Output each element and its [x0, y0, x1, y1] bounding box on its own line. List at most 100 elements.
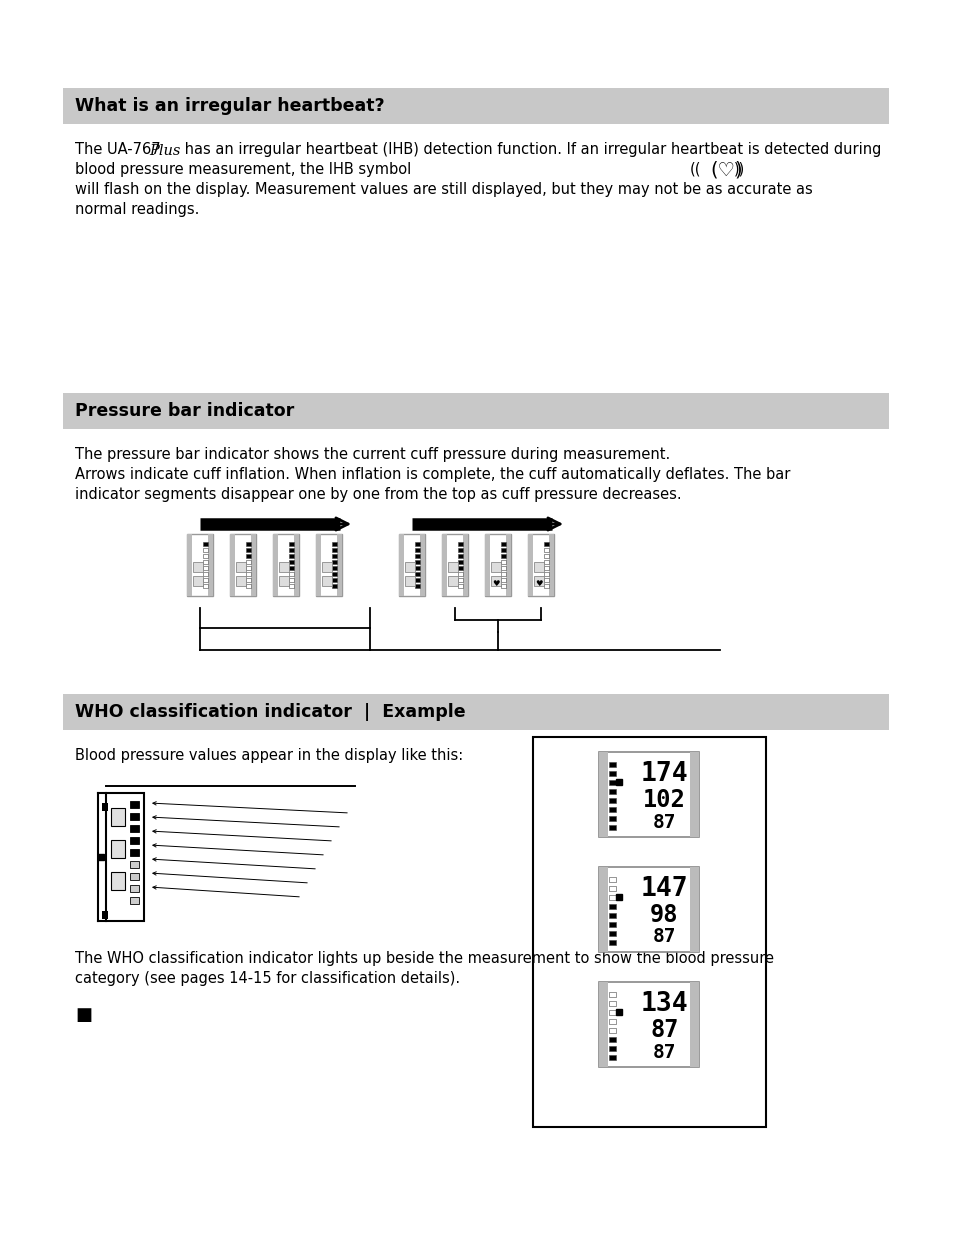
- Text: 87: 87: [652, 1042, 676, 1062]
- Bar: [543, 559, 548, 564]
- Bar: [203, 572, 208, 576]
- Bar: [63, 694, 888, 730]
- Bar: [130, 837, 139, 844]
- Text: ((: ((: [689, 162, 700, 177]
- Bar: [500, 572, 505, 576]
- Bar: [203, 559, 208, 564]
- Bar: [598, 867, 608, 952]
- Text: blood pressure measurement, the IHB symbol: blood pressure measurement, the IHB symb…: [75, 162, 411, 177]
- Text: 134: 134: [640, 990, 688, 1016]
- Bar: [505, 534, 511, 597]
- Bar: [609, 885, 616, 890]
- Bar: [130, 813, 139, 820]
- Bar: [332, 555, 336, 558]
- Bar: [193, 576, 203, 585]
- Bar: [598, 982, 699, 1067]
- Bar: [130, 802, 139, 808]
- Bar: [203, 578, 208, 582]
- Text: The pressure bar indicator shows the current cuff pressure during measurement.: The pressure bar indicator shows the cur…: [75, 447, 670, 462]
- Bar: [332, 584, 336, 588]
- Bar: [609, 1002, 616, 1007]
- Text: 87: 87: [652, 813, 676, 831]
- Bar: [500, 584, 505, 588]
- Text: indicator segments disappear one by one from the top as cuff pressure decreases.: indicator segments disappear one by one …: [75, 487, 680, 501]
- Bar: [203, 548, 208, 552]
- Bar: [289, 542, 294, 546]
- Bar: [609, 816, 616, 821]
- Bar: [415, 555, 419, 558]
- Text: Pressure bar indicator: Pressure bar indicator: [75, 403, 294, 420]
- Text: will flash on the display. Measurement values are still displayed, but they may : will flash on the display. Measurement v…: [75, 182, 812, 198]
- Bar: [315, 534, 341, 597]
- Bar: [235, 562, 246, 572]
- Bar: [246, 572, 251, 576]
- Bar: [193, 562, 203, 572]
- Bar: [246, 566, 251, 571]
- Bar: [462, 534, 468, 597]
- Bar: [322, 576, 332, 585]
- Bar: [246, 555, 251, 558]
- Bar: [448, 562, 457, 572]
- Bar: [111, 808, 125, 826]
- Bar: [543, 566, 548, 571]
- Text: Blood pressure values appear in the display like this:: Blood pressure values appear in the disp…: [75, 748, 463, 763]
- Bar: [203, 584, 208, 588]
- Bar: [273, 534, 298, 597]
- Bar: [598, 752, 608, 837]
- Bar: [543, 548, 548, 552]
- Text: 174: 174: [640, 761, 688, 787]
- Bar: [609, 992, 616, 997]
- Bar: [332, 578, 336, 582]
- Bar: [332, 542, 336, 546]
- Bar: [203, 566, 208, 571]
- Bar: [609, 762, 616, 767]
- Bar: [609, 1028, 616, 1032]
- Bar: [534, 562, 543, 572]
- Bar: [609, 877, 616, 882]
- Bar: [230, 534, 234, 597]
- Text: category (see pages 14-15 for classification details).: category (see pages 14-15 for classifica…: [75, 971, 459, 986]
- Bar: [543, 584, 548, 588]
- Bar: [609, 895, 616, 900]
- Bar: [130, 825, 139, 832]
- Bar: [543, 578, 548, 582]
- Text: 102: 102: [642, 788, 685, 811]
- Bar: [130, 848, 139, 856]
- Bar: [598, 752, 699, 837]
- Bar: [457, 566, 462, 571]
- Bar: [533, 737, 765, 1128]
- Bar: [441, 534, 447, 597]
- Bar: [278, 562, 289, 572]
- Text: 98: 98: [650, 903, 678, 927]
- Bar: [322, 562, 332, 572]
- Text: ♥: ♥: [492, 579, 499, 589]
- Bar: [315, 534, 320, 597]
- Bar: [609, 789, 616, 794]
- Bar: [332, 572, 336, 576]
- Bar: [457, 555, 462, 558]
- Bar: [609, 931, 616, 936]
- Text: 87: 87: [650, 1018, 678, 1042]
- Bar: [289, 548, 294, 552]
- Bar: [289, 584, 294, 588]
- Text: Arrows indicate cuff inflation. When inflation is complete, the cuff automatical: Arrows indicate cuff inflation. When inf…: [75, 467, 789, 482]
- Bar: [336, 534, 341, 597]
- Text: WHO classification indicator  |  Example: WHO classification indicator | Example: [75, 703, 465, 721]
- Bar: [598, 982, 608, 1067]
- Bar: [527, 534, 554, 597]
- Text: ■: ■: [75, 1007, 91, 1024]
- Bar: [130, 873, 139, 881]
- Bar: [609, 913, 616, 918]
- Bar: [203, 542, 208, 546]
- Bar: [111, 840, 125, 858]
- Bar: [415, 548, 419, 552]
- Bar: [690, 982, 699, 1067]
- Bar: [63, 88, 888, 124]
- Bar: [415, 542, 419, 546]
- Bar: [235, 576, 246, 585]
- Bar: [457, 548, 462, 552]
- Bar: [419, 534, 424, 597]
- Bar: [500, 559, 505, 564]
- Bar: [609, 781, 616, 785]
- Bar: [457, 572, 462, 576]
